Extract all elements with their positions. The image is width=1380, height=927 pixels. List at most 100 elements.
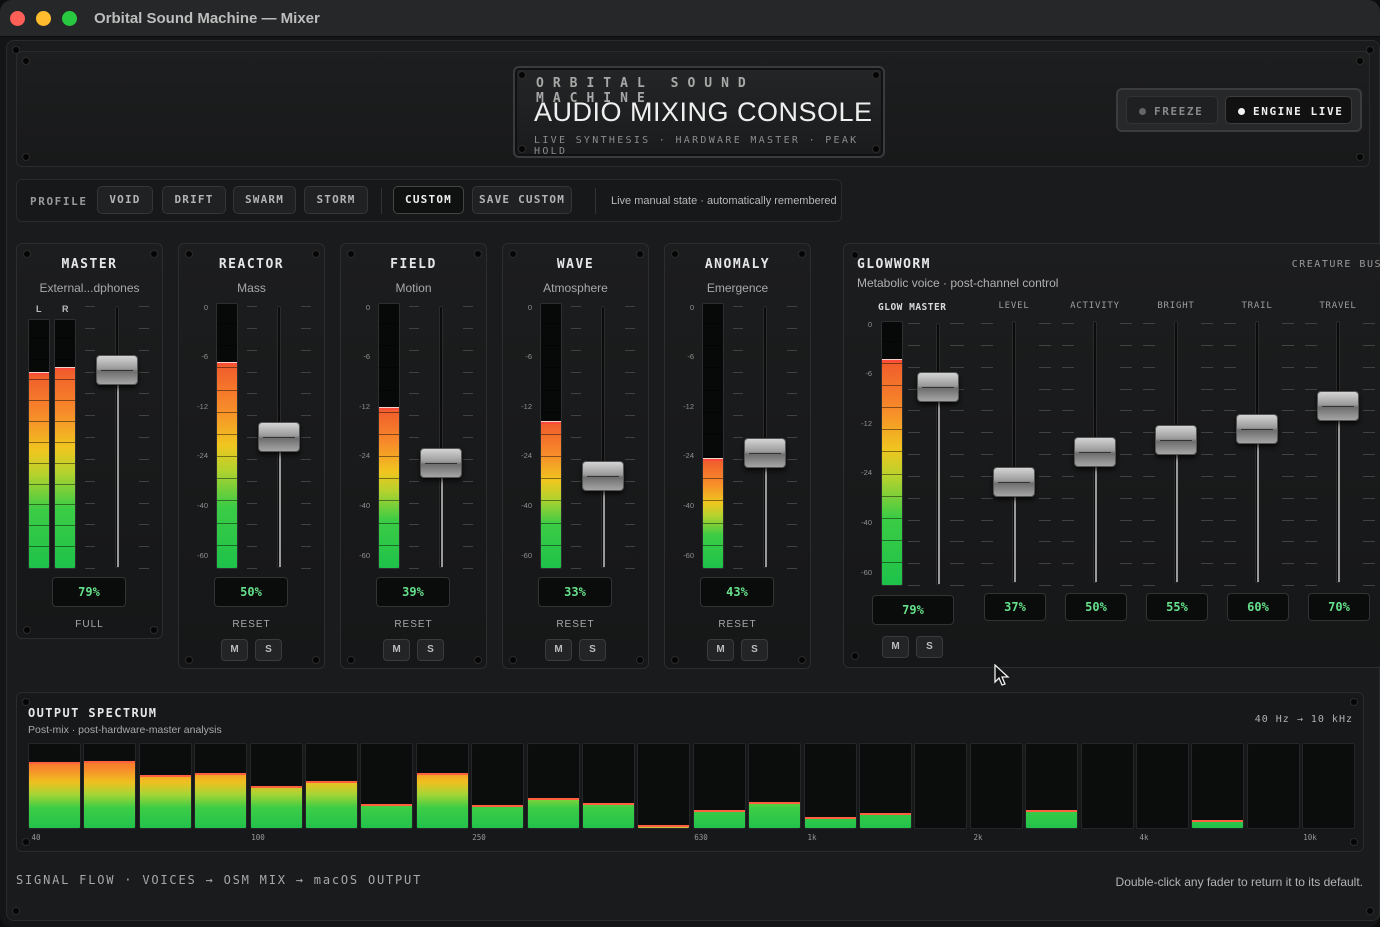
channel-name: ANOMALY <box>704 257 771 272</box>
minimize-window-button[interactable] <box>36 11 51 26</box>
profile-swarm-button[interactable]: SWARM <box>233 186 296 214</box>
screw-icon <box>1357 154 1363 160</box>
mute-button[interactable]: M <box>221 639 248 661</box>
scale-tick <box>409 372 419 373</box>
profile-void-button[interactable]: VOID <box>97 186 153 214</box>
channel-fader-track[interactable] <box>763 306 767 568</box>
channel-fader-knob[interactable] <box>582 461 624 491</box>
meter-segment <box>541 323 561 324</box>
solo-button[interactable]: S <box>255 639 282 661</box>
scale-tick <box>950 476 964 477</box>
scale-tick <box>571 328 581 329</box>
channel-strip-field: FIELD Motion 0 -6 -12 -24 -40 -60 39% RESET M S <box>340 243 487 669</box>
glow-travel-fader-track[interactable] <box>1336 321 1340 583</box>
scale-tick <box>1305 454 1317 455</box>
meter-segment <box>379 390 399 391</box>
spectrum-band <box>582 743 635 829</box>
creature-bus-label: CREATURE BUS <box>1291 259 1380 270</box>
fader-fill <box>603 481 605 567</box>
reset-button[interactable]: RESET <box>394 619 433 630</box>
glow-travel-fader-knob[interactable] <box>1317 391 1359 421</box>
mute-button[interactable]: M <box>383 639 410 661</box>
master-meter-left <box>28 319 50 569</box>
scale-tick <box>787 328 797 329</box>
scale-label: -24 <box>521 451 532 460</box>
close-window-button[interactable] <box>10 11 25 26</box>
master-fader-track[interactable] <box>115 306 119 568</box>
channel-name: WAVE <box>556 257 595 272</box>
scale-tick <box>625 306 635 307</box>
scale-tick <box>1363 476 1375 477</box>
master-fader-knob[interactable] <box>96 355 138 385</box>
channel-fader-knob[interactable] <box>744 438 786 468</box>
freeze-button[interactable]: FREEZE <box>1126 96 1218 124</box>
meter-segment <box>379 500 399 501</box>
scale-tick <box>463 350 473 351</box>
scale-label: -60 <box>359 551 370 560</box>
meter-segment <box>541 390 561 391</box>
glow-master-fader-track[interactable] <box>936 323 940 585</box>
master-full-button[interactable]: FULL <box>75 619 104 630</box>
scale-tick <box>409 393 419 394</box>
glow-master-fader-knob[interactable] <box>917 372 959 402</box>
channel-value-readout: 50% <box>214 577 288 607</box>
screw-icon <box>873 72 879 78</box>
channel-meter <box>702 303 724 569</box>
signal-flow-label: SIGNAL FLOW · VOICES → OSM MIX → macOS O… <box>16 873 423 887</box>
solo-button[interactable]: S <box>417 639 444 661</box>
screw-icon <box>23 58 29 64</box>
engine-live-button[interactable]: ENGINE LIVE <box>1225 96 1352 124</box>
channel-strip-reactor: REACTOR Mass 0 -6 -12 -24 -40 -60 50% RESET M S <box>178 243 325 669</box>
glow-level-fader-track[interactable] <box>1012 321 1016 583</box>
channel-fader-track[interactable] <box>601 306 605 568</box>
profile-custom-button[interactable]: CUSTOM <box>393 186 464 214</box>
channel-fader-knob[interactable] <box>258 422 300 452</box>
profile-drift-button[interactable]: DRIFT <box>162 186 226 214</box>
reset-button[interactable]: RESET <box>232 619 271 630</box>
channel-fader-track[interactable] <box>439 306 443 568</box>
master-meter-right <box>54 319 76 569</box>
fader-fill <box>441 466 443 567</box>
scale-tick <box>571 568 581 569</box>
scale-tick <box>85 350 95 351</box>
scale-tick <box>787 350 797 351</box>
scale-tick <box>1282 563 1294 564</box>
glow-solo-button[interactable]: S <box>916 636 943 658</box>
zoom-window-button[interactable] <box>62 11 77 26</box>
meter-segment <box>29 379 49 380</box>
meter-segment <box>55 379 75 380</box>
scale-tick <box>139 328 149 329</box>
scale-tick <box>1305 541 1317 542</box>
freeze-label: FREEZE <box>1154 105 1204 118</box>
solo-button[interactable]: S <box>741 639 768 661</box>
reset-button[interactable]: RESET <box>718 619 757 630</box>
scale-tick <box>733 306 743 307</box>
mute-button[interactable]: M <box>545 639 572 661</box>
glow-trail-fader-knob[interactable] <box>1236 414 1278 444</box>
glow-activity-fader-knob[interactable] <box>1074 437 1116 467</box>
scale-tick <box>1305 345 1317 346</box>
save-custom-button[interactable]: SAVE CUSTOM <box>472 186 572 214</box>
channel-fader-knob[interactable] <box>420 448 462 478</box>
scale-tick <box>1224 323 1236 324</box>
scale-tick <box>1224 498 1236 499</box>
glow-trail-fader-track[interactable] <box>1255 321 1259 583</box>
glow-bright-fader-knob[interactable] <box>1155 425 1197 455</box>
spectrum-band <box>194 743 247 829</box>
mute-button[interactable]: M <box>707 639 734 661</box>
reset-button[interactable]: RESET <box>556 619 595 630</box>
scale-tick <box>1305 520 1317 521</box>
scale-tick <box>1201 454 1213 455</box>
scale-tick <box>139 568 149 569</box>
scale-tick <box>301 393 311 394</box>
profile-storm-button[interactable]: STORM <box>304 186 368 214</box>
scale-tick <box>409 481 419 482</box>
band-level <box>583 803 634 828</box>
scale-tick <box>301 546 311 547</box>
solo-button[interactable]: S <box>579 639 606 661</box>
glow-mute-button[interactable]: M <box>882 636 909 658</box>
frequency-label: 630 <box>694 833 708 842</box>
band-level <box>1026 810 1077 828</box>
glow-level-fader-knob[interactable] <box>993 467 1035 497</box>
scale-tick <box>1062 367 1074 368</box>
